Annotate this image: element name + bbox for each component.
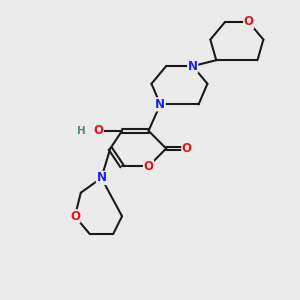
- Text: O: O: [244, 15, 254, 28]
- Text: O: O: [70, 210, 80, 223]
- Text: O: O: [143, 160, 154, 173]
- Text: O: O: [182, 142, 192, 155]
- Text: H: H: [77, 126, 86, 136]
- Text: N: N: [96, 172, 106, 184]
- Text: N: N: [155, 98, 165, 111]
- Text: O: O: [94, 124, 103, 137]
- Text: N: N: [188, 60, 198, 73]
